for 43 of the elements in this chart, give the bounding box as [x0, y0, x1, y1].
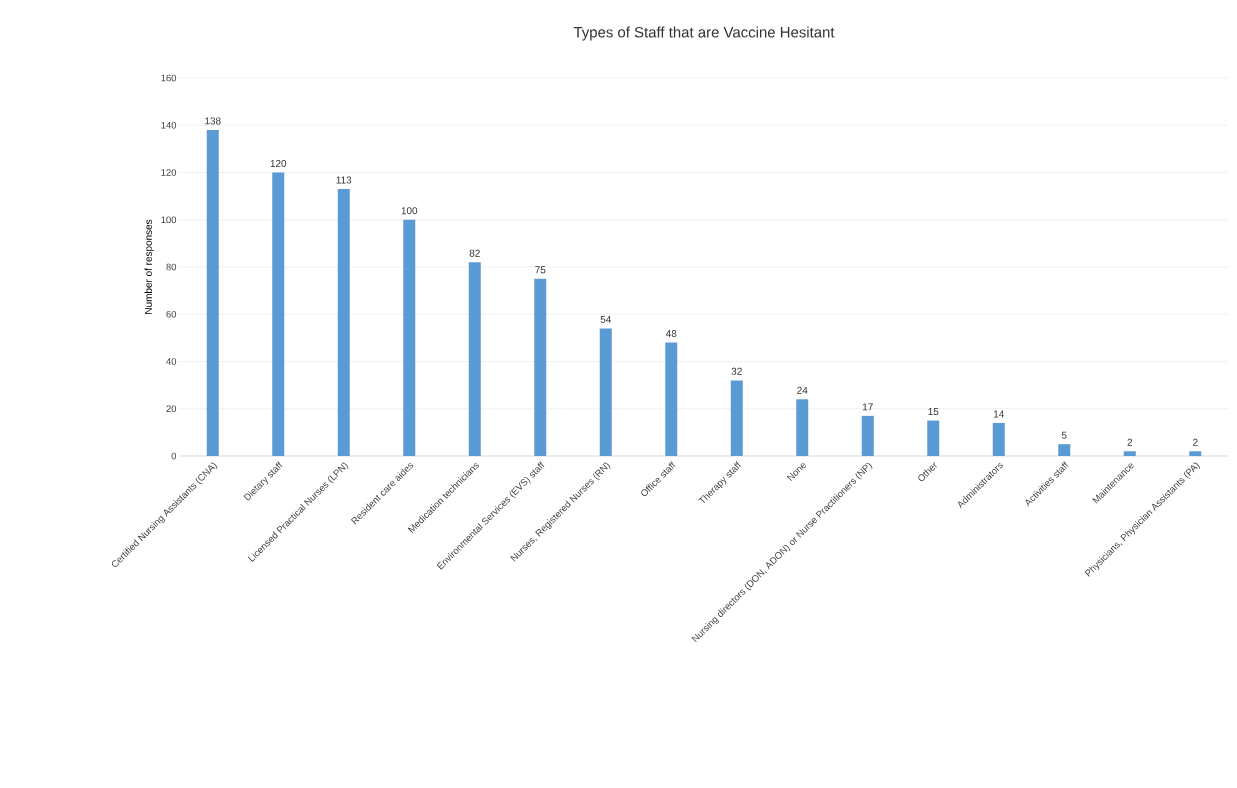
data-label: 75 [535, 266, 546, 274]
bar [1189, 451, 1202, 456]
y-tick-label: 20 [166, 405, 177, 413]
data-label: 14 [993, 410, 1005, 418]
y-tick-label: 160 [161, 74, 177, 82]
y-tick-label: 60 [166, 310, 177, 318]
y-tick-label: 140 [161, 121, 177, 129]
bar [468, 262, 481, 456]
bar [272, 172, 285, 456]
y-tick-label: 120 [161, 169, 177, 176]
data-label: 120 [270, 159, 287, 167]
bar [337, 189, 350, 456]
bar [1123, 451, 1136, 456]
y-tick-label: 40 [166, 358, 177, 365]
data-label: 5 [1061, 431, 1067, 439]
bar [796, 399, 809, 456]
data-label: 82 [469, 249, 480, 257]
bar [927, 420, 940, 456]
bar [1058, 444, 1071, 456]
data-label: 24 [797, 386, 808, 394]
bar [599, 328, 612, 456]
data-label: 17 [862, 403, 873, 411]
data-label: 32 [731, 367, 742, 375]
data-label: 2 [1127, 438, 1133, 446]
y-tick-label: 100 [161, 216, 177, 224]
bar [992, 422, 1005, 456]
data-label: 54 [600, 315, 611, 323]
chart-title: Types of Staff that are Vaccine Hesitant [573, 26, 835, 41]
bar [403, 219, 416, 456]
data-label: 15 [928, 408, 939, 416]
bar [665, 342, 678, 456]
bar [730, 380, 743, 456]
y-tick-label: 80 [166, 263, 177, 271]
data-label: 113 [336, 176, 352, 184]
data-label: 100 [401, 207, 418, 215]
bar [206, 129, 219, 456]
data-label: 138 [205, 117, 221, 125]
data-label: 2 [1192, 438, 1198, 446]
bar [861, 415, 874, 456]
y-tick-label: 0 [171, 452, 177, 460]
data-label: 48 [665, 330, 677, 338]
bar [534, 278, 547, 456]
y-axis-title: Number of responses [144, 219, 154, 314]
